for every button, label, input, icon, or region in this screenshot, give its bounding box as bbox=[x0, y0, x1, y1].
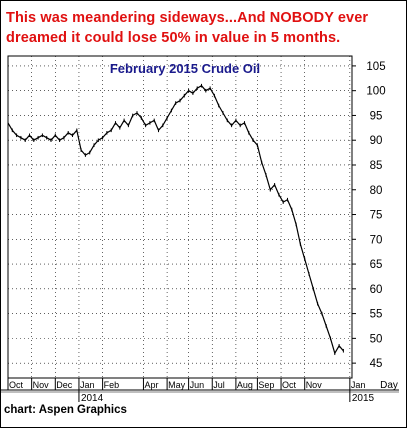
y-tick-label: 65 bbox=[370, 259, 383, 271]
y-tick-label: 95 bbox=[370, 110, 383, 122]
x-tick-label: Sep bbox=[258, 380, 274, 390]
year-label: 2014 bbox=[81, 393, 104, 404]
y-tick-label: 105 bbox=[366, 61, 385, 73]
price-line bbox=[7, 84, 344, 355]
x-tick-label: Dec bbox=[56, 380, 73, 390]
x-axis-day-label: Day bbox=[380, 380, 398, 391]
x-tick-label: May bbox=[168, 380, 186, 390]
x-tick-label: Aug bbox=[237, 380, 253, 390]
headline-annotation: This was meandering sideways...And NOBOD… bbox=[6, 10, 369, 46]
x-tick-label: Jun bbox=[190, 380, 205, 390]
y-tick-label: 80 bbox=[370, 185, 383, 197]
x-tick-label: Nov bbox=[306, 380, 323, 390]
y-tick-label: 70 bbox=[370, 234, 383, 246]
axis-layer: 45 50 55 60 65 70 75 80 85 90 95 100 105 Oct Nov Dec Jan… bbox=[1, 55, 399, 404]
x-tick-label: Oct bbox=[9, 380, 24, 390]
x-tick-label: Feb bbox=[104, 380, 120, 390]
chart-title: February 2015 Crude Oil bbox=[110, 61, 260, 76]
y-tick-label: 90 bbox=[370, 135, 383, 147]
y-tick-label: 75 bbox=[370, 210, 383, 222]
x-tick-label: Jan bbox=[80, 380, 95, 390]
grid-layer bbox=[7, 56, 352, 378]
y-tick-label: 100 bbox=[366, 86, 385, 98]
year-label: 2015 bbox=[352, 393, 375, 404]
y-tick-label: 55 bbox=[370, 309, 383, 321]
x-tick-label: Nov bbox=[33, 380, 50, 390]
x-tick-label: Jan bbox=[351, 380, 366, 390]
x-tick-label: Jul bbox=[213, 380, 225, 390]
x-tick-label: Oct bbox=[282, 380, 297, 390]
y-tick-label: 85 bbox=[370, 160, 383, 172]
series-layer bbox=[7, 83, 344, 356]
y-tick-label: 50 bbox=[370, 333, 383, 345]
x-tick-label: Apr bbox=[144, 380, 158, 390]
source-caption: chart: Aspen Graphics bbox=[4, 404, 127, 416]
y-tick-label: 45 bbox=[370, 358, 383, 370]
plot-border bbox=[7, 55, 353, 379]
y-tick-label: 60 bbox=[370, 284, 383, 296]
